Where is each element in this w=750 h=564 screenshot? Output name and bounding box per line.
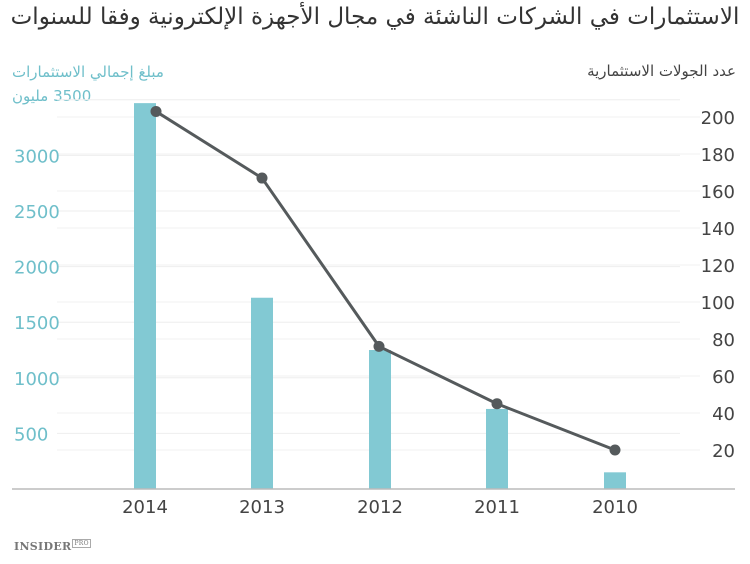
left-axis-title-line2: 3500 مليون <box>12 87 92 105</box>
left-axis-tick-label: 2000 <box>14 258 60 279</box>
x-axis-label-2012: 2012 <box>357 497 403 518</box>
bar-2012 <box>369 350 391 489</box>
rounds-point-2010 <box>609 444 621 456</box>
right-axis-tick-label: 80 <box>712 330 735 351</box>
left-axis-tick-label: 1500 <box>14 313 60 334</box>
right-axis-tick-label: 200 <box>701 108 735 129</box>
rounds-point-2011 <box>491 398 503 410</box>
left-axis-tick-label: 500 <box>14 424 48 445</box>
right-axis-tick-label: 180 <box>701 145 735 166</box>
rounds-point-2014 <box>150 105 162 117</box>
right-axis-tick-label: 140 <box>701 219 735 240</box>
x-axis-label-2013: 2013 <box>239 497 285 518</box>
right-axis-tick-label: 40 <box>712 404 735 425</box>
bar-2011 <box>486 408 508 489</box>
x-axis-label-2014: 2014 <box>122 497 168 518</box>
insider-pro-logo: INSIDER PRO <box>14 539 91 553</box>
right-axis-tick-label: 100 <box>701 293 735 314</box>
bar-2010 <box>604 472 626 489</box>
left-axis-title-line1: مبلغ إجمالي الاستثمارات <box>12 63 164 81</box>
bar-2014 <box>134 103 156 490</box>
right-axis-title: عدد الجولات الاستثمارية <box>587 62 736 80</box>
left-axis-tick-label: 1000 <box>14 369 60 390</box>
right-axis-tick-label: 120 <box>701 256 735 277</box>
right-axis-tick-label: 160 <box>701 182 735 203</box>
chart-title: الاستثمارات في الشركات الناشئة في مجال ا… <box>10 4 740 30</box>
left-axis-tick-label: 2500 <box>14 202 60 223</box>
rounds-point-2012 <box>373 340 385 352</box>
x-axis-label-2010: 2010 <box>592 497 638 518</box>
logo-text: INSIDER <box>14 540 72 553</box>
left-axis-title: مبلغ إجمالي الاستثمارات 3500 مليون <box>12 60 164 108</box>
left-axis-tick-label: 3000 <box>14 146 60 167</box>
bar-2013 <box>251 297 273 489</box>
x-axis-label-2011: 2011 <box>474 497 520 518</box>
rounds-point-2013 <box>256 172 268 184</box>
right-axis-tick-label: 60 <box>712 367 735 388</box>
right-axis-tick-label: 20 <box>712 441 735 462</box>
logo-badge: PRO <box>72 539 91 548</box>
